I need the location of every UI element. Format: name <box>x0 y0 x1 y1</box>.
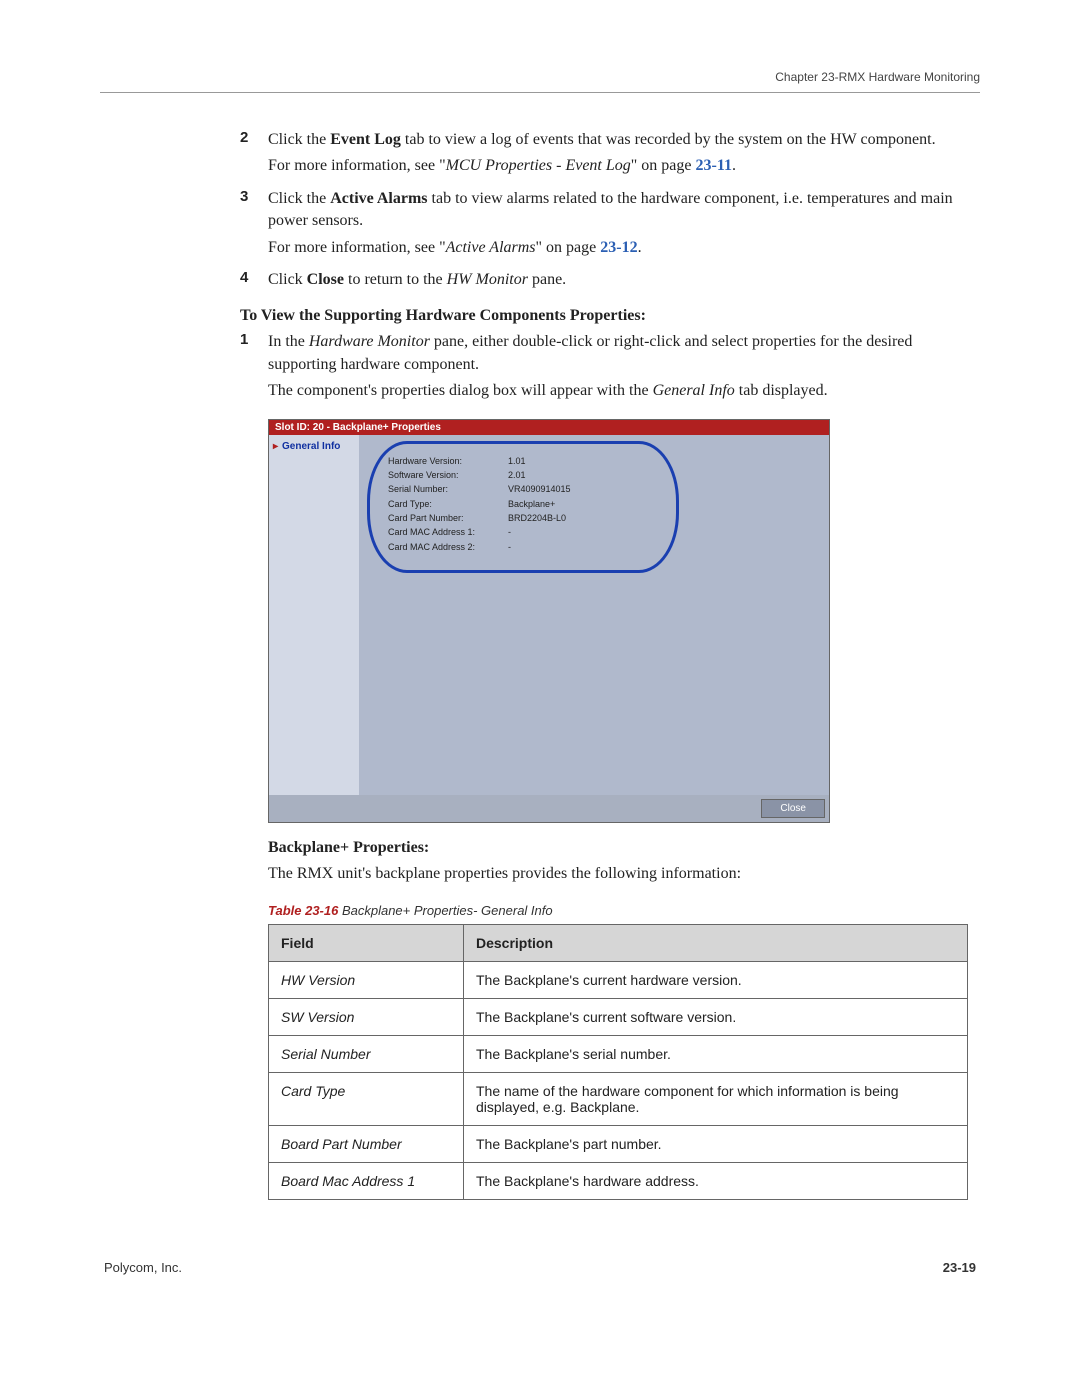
dialog-screenshot: Slot ID: 20 - Backplane+ Properties ▸ Ge… <box>268 419 980 823</box>
step-number: 4 <box>240 269 268 295</box>
table-cell-field: HW Version <box>269 962 464 999</box>
table-cell-description: The Backplane's serial number. <box>464 1036 968 1073</box>
table-cell-description: The Backplane's current hardware version… <box>464 962 968 999</box>
info-value: Backplane+ <box>508 497 658 511</box>
step-paragraph: Click Close to return to the HW Monitor … <box>268 269 566 291</box>
info-label: Card Type: <box>388 497 508 511</box>
backplane-heading: Backplane+ Properties: <box>268 839 429 856</box>
table-caption: Table 23-16 Backplane+ Properties- Gener… <box>268 903 980 918</box>
step: 4Click Close to return to the HW Monitor… <box>240 269 980 295</box>
info-row: Hardware Version:1.01 <box>388 454 658 468</box>
steps-list: 2Click the Event Log tab to view a log o… <box>240 129 980 295</box>
info-label: Card MAC Address 1: <box>388 525 508 539</box>
table-cell-field: Board Part Number <box>269 1126 464 1163</box>
step: 1In the Hardware Monitor pane, either do… <box>240 331 980 406</box>
table-row: Card TypeThe name of the hardware compon… <box>269 1073 968 1126</box>
table-row: Board Mac Address 1The Backplane's hardw… <box>269 1163 968 1200</box>
highlighted-info-box: Hardware Version:1.01Software Version:2.… <box>367 441 679 574</box>
step-paragraph: The component's properties dialog box wi… <box>268 380 980 402</box>
properties-dialog: Slot ID: 20 - Backplane+ Properties ▸ Ge… <box>268 419 830 823</box>
steps-list-2: 1In the Hardware Monitor pane, either do… <box>240 331 980 406</box>
table-cell-field: Serial Number <box>269 1036 464 1073</box>
step-number: 3 <box>240 188 268 263</box>
info-value: - <box>508 525 658 539</box>
dialog-main-panel: Hardware Version:1.01Software Version:2.… <box>359 435 829 795</box>
table-cell-description: The Backplane's hardware address. <box>464 1163 968 1200</box>
footer-page-number: 23-19 <box>943 1260 976 1275</box>
info-value: VR4090914015 <box>508 482 658 496</box>
info-value: - <box>508 540 658 554</box>
table-header-row: Field Description <box>269 925 968 962</box>
step-paragraph: For more information, see "Active Alarms… <box>268 237 980 259</box>
step-paragraph: Click the Active Alarms tab to view alar… <box>268 188 980 233</box>
dialog-sidebar: ▸ General Info <box>269 435 359 795</box>
table-row: SW VersionThe Backplane's current softwa… <box>269 999 968 1036</box>
table-cell-field: Card Type <box>269 1073 464 1126</box>
step-number: 1 <box>240 331 268 406</box>
step-paragraph: For more information, see "MCU Propertie… <box>268 155 936 177</box>
step-paragraph: In the Hardware Monitor pane, either dou… <box>268 331 980 376</box>
page: Chapter 23-RMX Hardware Monitoring 2Clic… <box>0 0 1080 1325</box>
info-row: Card MAC Address 2:- <box>388 540 658 554</box>
info-value: BRD2204B-L0 <box>508 511 658 525</box>
table-row: Board Part NumberThe Backplane's part nu… <box>269 1126 968 1163</box>
table-caption-text: Backplane+ Properties- General Info <box>338 903 552 918</box>
info-value: 2.01 <box>508 468 658 482</box>
info-row: Serial Number:VR4090914015 <box>388 482 658 496</box>
table-cell-description: The Backplane's current software version… <box>464 999 968 1036</box>
step-paragraph: Click the Event Log tab to view a log of… <box>268 129 936 151</box>
step-body: Click Close to return to the HW Monitor … <box>268 269 566 295</box>
table-row: HW VersionThe Backplane's current hardwa… <box>269 962 968 999</box>
info-value: 1.01 <box>508 454 658 468</box>
section-subheading: To View the Supporting Hardware Componen… <box>240 307 980 325</box>
info-label: Card MAC Address 2: <box>388 540 508 554</box>
properties-table: Field Description HW VersionThe Backplan… <box>268 924 968 1200</box>
backplane-intro: The RMX unit's backplane properties prov… <box>268 863 980 885</box>
info-label: Card Part Number: <box>388 511 508 525</box>
dialog-title: Slot ID: 20 - Backplane+ Properties <box>269 420 829 435</box>
close-button[interactable]: Close <box>761 799 825 818</box>
page-footer: Polycom, Inc. 23-19 <box>100 1260 980 1275</box>
sidebar-item-general-info[interactable]: ▸ General Info <box>273 441 355 452</box>
info-label: Hardware Version: <box>388 454 508 468</box>
info-row: Card MAC Address 1:- <box>388 525 658 539</box>
info-label: Software Version: <box>388 468 508 482</box>
step-body: Click the Event Log tab to view a log of… <box>268 129 936 182</box>
table-cell-field: Board Mac Address 1 <box>269 1163 464 1200</box>
step-body: Click the Active Alarms tab to view alar… <box>268 188 980 263</box>
table-header-description: Description <box>464 925 968 962</box>
step: 2Click the Event Log tab to view a log o… <box>240 129 980 182</box>
step-body: In the Hardware Monitor pane, either dou… <box>268 331 980 406</box>
sidebar-item-label: General Info <box>282 441 340 452</box>
page-header: Chapter 23-RMX Hardware Monitoring <box>100 70 980 93</box>
dialog-footer: Close <box>269 795 829 822</box>
info-label: Serial Number: <box>388 482 508 496</box>
footer-left: Polycom, Inc. <box>104 1260 182 1275</box>
table-cell-description: The name of the hardware component for w… <box>464 1073 968 1126</box>
table-cell-description: The Backplane's part number. <box>464 1126 968 1163</box>
chevron-right-icon: ▸ <box>273 441 278 452</box>
body-text: Backplane+ Properties: The RMX unit's ba… <box>268 837 980 886</box>
step: 3Click the Active Alarms tab to view ala… <box>240 188 980 263</box>
table-number: Table 23-16 <box>268 903 338 918</box>
table-header-field: Field <box>269 925 464 962</box>
info-row: Software Version:2.01 <box>388 468 658 482</box>
step-number: 2 <box>240 129 268 182</box>
info-row: Card Part Number:BRD2204B-L0 <box>388 511 658 525</box>
table-cell-field: SW Version <box>269 999 464 1036</box>
table-row: Serial NumberThe Backplane's serial numb… <box>269 1036 968 1073</box>
info-row: Card Type:Backplane+ <box>388 497 658 511</box>
